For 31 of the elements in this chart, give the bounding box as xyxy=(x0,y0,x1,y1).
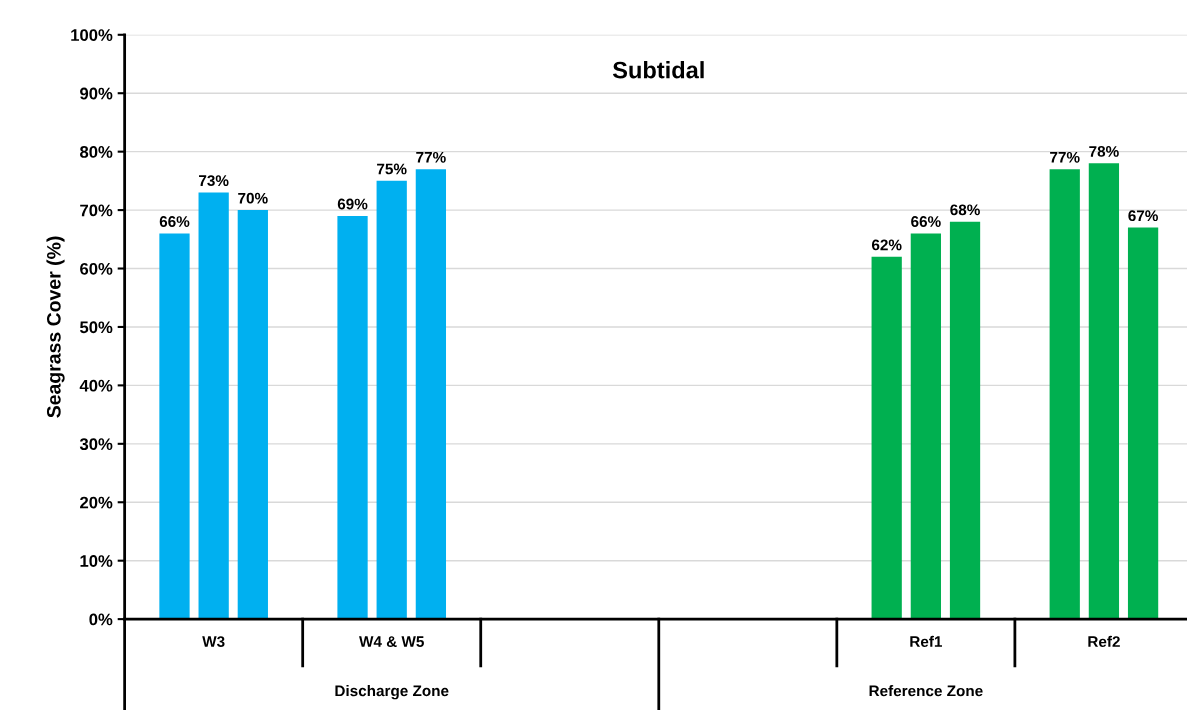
y-tick-label: 100% xyxy=(71,29,113,41)
data-label: 66% xyxy=(911,216,941,227)
y-tick-label: 60% xyxy=(80,262,113,275)
data-label: 77% xyxy=(416,151,446,163)
data-label: 70% xyxy=(238,192,268,204)
y-tick-label: 90% xyxy=(80,87,113,100)
x-tick-label: W4 & W5 xyxy=(359,636,424,648)
y-tick-label: 50% xyxy=(79,321,113,334)
data-label: 67% xyxy=(1128,210,1158,222)
text: Discharge Zone xyxy=(335,685,449,700)
y-tick-label: 80% xyxy=(80,146,113,158)
data-label: 75% xyxy=(377,163,407,175)
data-label: 69% xyxy=(337,198,368,210)
y-tick-label: 0% xyxy=(89,613,113,626)
y-axis-title: Seagrass Cover (%) xyxy=(46,236,65,418)
data-label: 77% xyxy=(1050,151,1080,163)
data-label: 68% xyxy=(950,204,980,216)
x-tick-label: W3 xyxy=(202,636,225,648)
y-tick-label: 20% xyxy=(80,496,113,509)
text: Reference Zone xyxy=(869,685,983,697)
y-tick-label: 40% xyxy=(79,379,113,392)
y-tick-label: 10% xyxy=(80,555,113,567)
x-tick-label: Ref1 xyxy=(910,635,942,648)
y-tick-label: 70% xyxy=(80,204,113,217)
y-tick-label: 30% xyxy=(79,438,113,451)
data-label: 62% xyxy=(871,239,902,251)
text: Subtidal xyxy=(612,61,704,79)
x-tick-label: Ref2 xyxy=(1088,635,1120,648)
data-label: 78% xyxy=(1089,146,1119,157)
data-label: 66% xyxy=(159,216,190,227)
data-label: 73% xyxy=(199,175,229,187)
